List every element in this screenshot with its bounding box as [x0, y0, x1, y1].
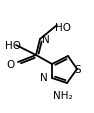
Text: NH₂: NH₂: [53, 90, 73, 100]
Text: N: N: [42, 35, 50, 45]
Text: HO: HO: [55, 23, 71, 33]
Text: S: S: [75, 64, 81, 74]
Text: N: N: [40, 72, 48, 82]
Text: O: O: [6, 59, 14, 69]
Text: HO: HO: [5, 41, 21, 51]
